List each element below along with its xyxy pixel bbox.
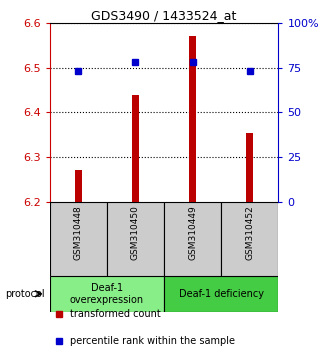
Bar: [132, 95, 139, 202]
Bar: [164, 202, 221, 276]
Text: protocol: protocol: [5, 289, 44, 299]
Text: percentile rank within the sample: percentile rank within the sample: [70, 336, 235, 346]
Text: Deaf-1 deficiency: Deaf-1 deficiency: [179, 289, 264, 299]
Bar: [50, 276, 164, 312]
Bar: [246, 132, 253, 202]
Text: GSM310452: GSM310452: [245, 205, 254, 260]
Bar: [189, 36, 196, 202]
Text: GSM310449: GSM310449: [188, 205, 197, 260]
Text: GSM310448: GSM310448: [74, 205, 83, 260]
Bar: [75, 171, 82, 202]
Bar: [50, 202, 107, 276]
Text: transformed count: transformed count: [70, 309, 161, 319]
Text: GSM310450: GSM310450: [131, 205, 140, 261]
Bar: [107, 202, 164, 276]
Bar: [164, 276, 278, 312]
Bar: [221, 202, 278, 276]
Text: Deaf-1
overexpression: Deaf-1 overexpression: [70, 283, 144, 305]
Title: GDS3490 / 1433524_at: GDS3490 / 1433524_at: [91, 9, 237, 22]
